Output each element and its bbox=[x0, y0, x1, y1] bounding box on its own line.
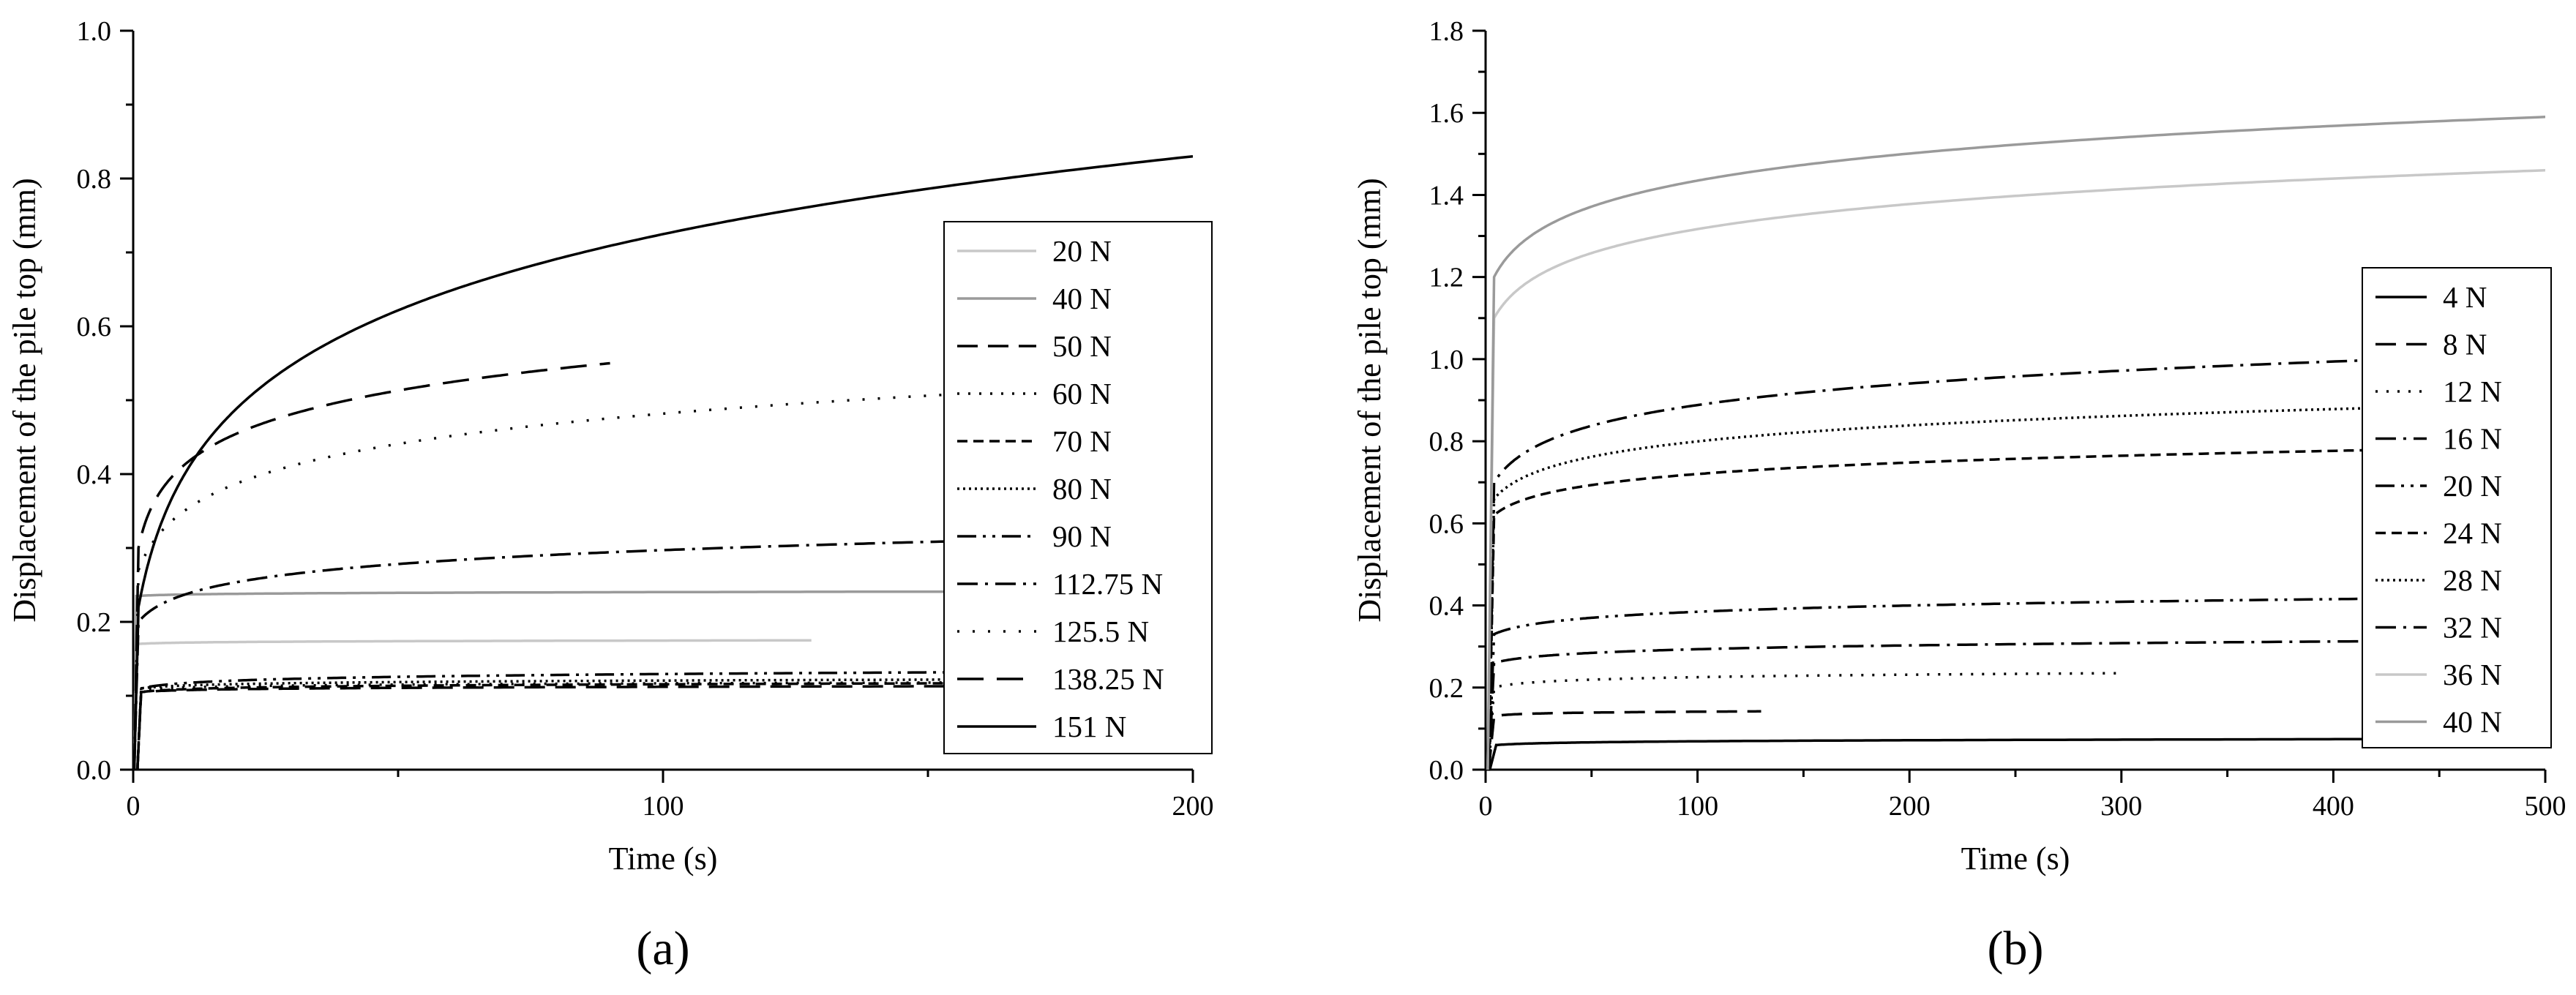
y-tick-label: 1.0 bbox=[1429, 345, 1464, 375]
legend-label: 12 N bbox=[2443, 375, 2502, 408]
series-line bbox=[133, 391, 981, 770]
series-line bbox=[133, 539, 981, 771]
chart-panel-b: 0 100 200 300 400 500 0.0 0.2 0.4 0.6 0.8 1.0 1.2 1.4… bbox=[1352, 16, 2566, 975]
x-axis-title: Time (s) bbox=[1961, 841, 2070, 876]
series-line bbox=[133, 639, 812, 770]
legend-label: 112.75 N bbox=[1052, 567, 1163, 601]
series-line bbox=[133, 154, 1193, 770]
series-line bbox=[133, 361, 610, 771]
y-tick-label: 1.0 bbox=[77, 16, 112, 47]
y-tick-label: 1.6 bbox=[1429, 98, 1464, 129]
series-line bbox=[136, 670, 981, 770]
legend-label: 80 N bbox=[1052, 472, 1112, 506]
y-tick-label: 0.2 bbox=[1429, 673, 1464, 704]
legend-label: 36 N bbox=[2443, 658, 2502, 691]
legend-label: 60 N bbox=[1052, 377, 1112, 410]
series-line bbox=[1486, 116, 2545, 770]
y-tick-label: 1.2 bbox=[1429, 263, 1464, 293]
legend-label: 40 N bbox=[2443, 705, 2502, 739]
y-tick-label: 0.6 bbox=[1429, 508, 1464, 539]
series-line bbox=[1487, 446, 2525, 770]
legend: 20 N 40 N 50 N 60 N 70 N 80 N 90 N 112.75 N 125.… bbox=[943, 221, 1213, 754]
legend-label: 151 N bbox=[1052, 710, 1126, 743]
series-line bbox=[1487, 596, 2525, 770]
x-tick-label: 100 bbox=[1677, 791, 1718, 822]
x-tick-label: 100 bbox=[643, 791, 684, 822]
legend-label: 16 N bbox=[2443, 422, 2502, 456]
series-line bbox=[136, 681, 981, 770]
legend-label: 40 N bbox=[1052, 282, 1112, 315]
y-tick-label: 0.2 bbox=[77, 607, 112, 638]
series-line bbox=[1486, 169, 2545, 770]
series-line bbox=[136, 685, 981, 770]
y-axis-title: Displacement of the pile top (mm) bbox=[7, 178, 42, 622]
legend-label: 70 N bbox=[1052, 424, 1112, 458]
chart-panel-a: 0 100 200 0.0 0.2 0.4 0.6 0.8 1.0 Time (s) Displac… bbox=[7, 16, 1214, 975]
y-tick-label: 0.8 bbox=[77, 164, 112, 195]
legend-label: 4 N bbox=[2443, 280, 2487, 314]
x-tick-label: 0 bbox=[127, 791, 141, 822]
legend-label: 90 N bbox=[1052, 519, 1112, 553]
legend-label: 20 N bbox=[1052, 234, 1112, 268]
series-line bbox=[1487, 353, 2525, 770]
legend-label: 50 N bbox=[1052, 329, 1112, 363]
legend: 4 N 8 N 12 N 16 N 20 N 24 N 28 N 32 N 36 N 40 N bbox=[2362, 267, 2552, 748]
series-line bbox=[136, 682, 981, 770]
legend-label: 125.5 N bbox=[1052, 615, 1149, 648]
y-tick-label: 0.6 bbox=[77, 312, 112, 342]
series-line bbox=[1487, 672, 2122, 770]
legend-label: 24 N bbox=[2443, 517, 2502, 550]
y-tick-label: 0.0 bbox=[1429, 755, 1464, 786]
legend-label: 20 N bbox=[2443, 469, 2502, 503]
legend-box bbox=[2362, 267, 2552, 748]
y-tick-label: 0.4 bbox=[1429, 591, 1464, 622]
x-tick-label: 500 bbox=[2525, 791, 2566, 822]
y-tick-label: 0.0 bbox=[77, 755, 112, 786]
series-line bbox=[133, 590, 981, 770]
panel-label: (a) bbox=[636, 922, 689, 975]
y-axis-title: Displacement of the pile top (mm) bbox=[1352, 178, 1388, 622]
series-line bbox=[1487, 710, 1761, 771]
series-line bbox=[1487, 639, 2524, 770]
x-tick-label: 200 bbox=[1889, 791, 1931, 822]
series-line bbox=[136, 678, 981, 770]
series-line bbox=[1489, 737, 2524, 770]
x-axis-title: Time (s) bbox=[609, 841, 718, 876]
y-tick-label: 1.8 bbox=[1429, 16, 1464, 47]
legend-label: 32 N bbox=[2443, 611, 2502, 645]
legend-label: 138.25 N bbox=[1052, 662, 1164, 696]
legend-label: 28 N bbox=[2443, 563, 2502, 597]
x-tick-label: 400 bbox=[2313, 791, 2354, 822]
y-tick-label: 0.4 bbox=[77, 459, 112, 490]
y-tick-label: 0.8 bbox=[1429, 427, 1464, 457]
legend-label: 8 N bbox=[2443, 328, 2487, 361]
y-tick-label: 1.4 bbox=[1429, 180, 1464, 211]
x-tick-label: 300 bbox=[2100, 791, 2142, 822]
panel-label: (b) bbox=[1988, 922, 2044, 975]
x-tick-label: 0 bbox=[1479, 791, 1493, 822]
x-tick-label: 200 bbox=[1172, 791, 1214, 822]
